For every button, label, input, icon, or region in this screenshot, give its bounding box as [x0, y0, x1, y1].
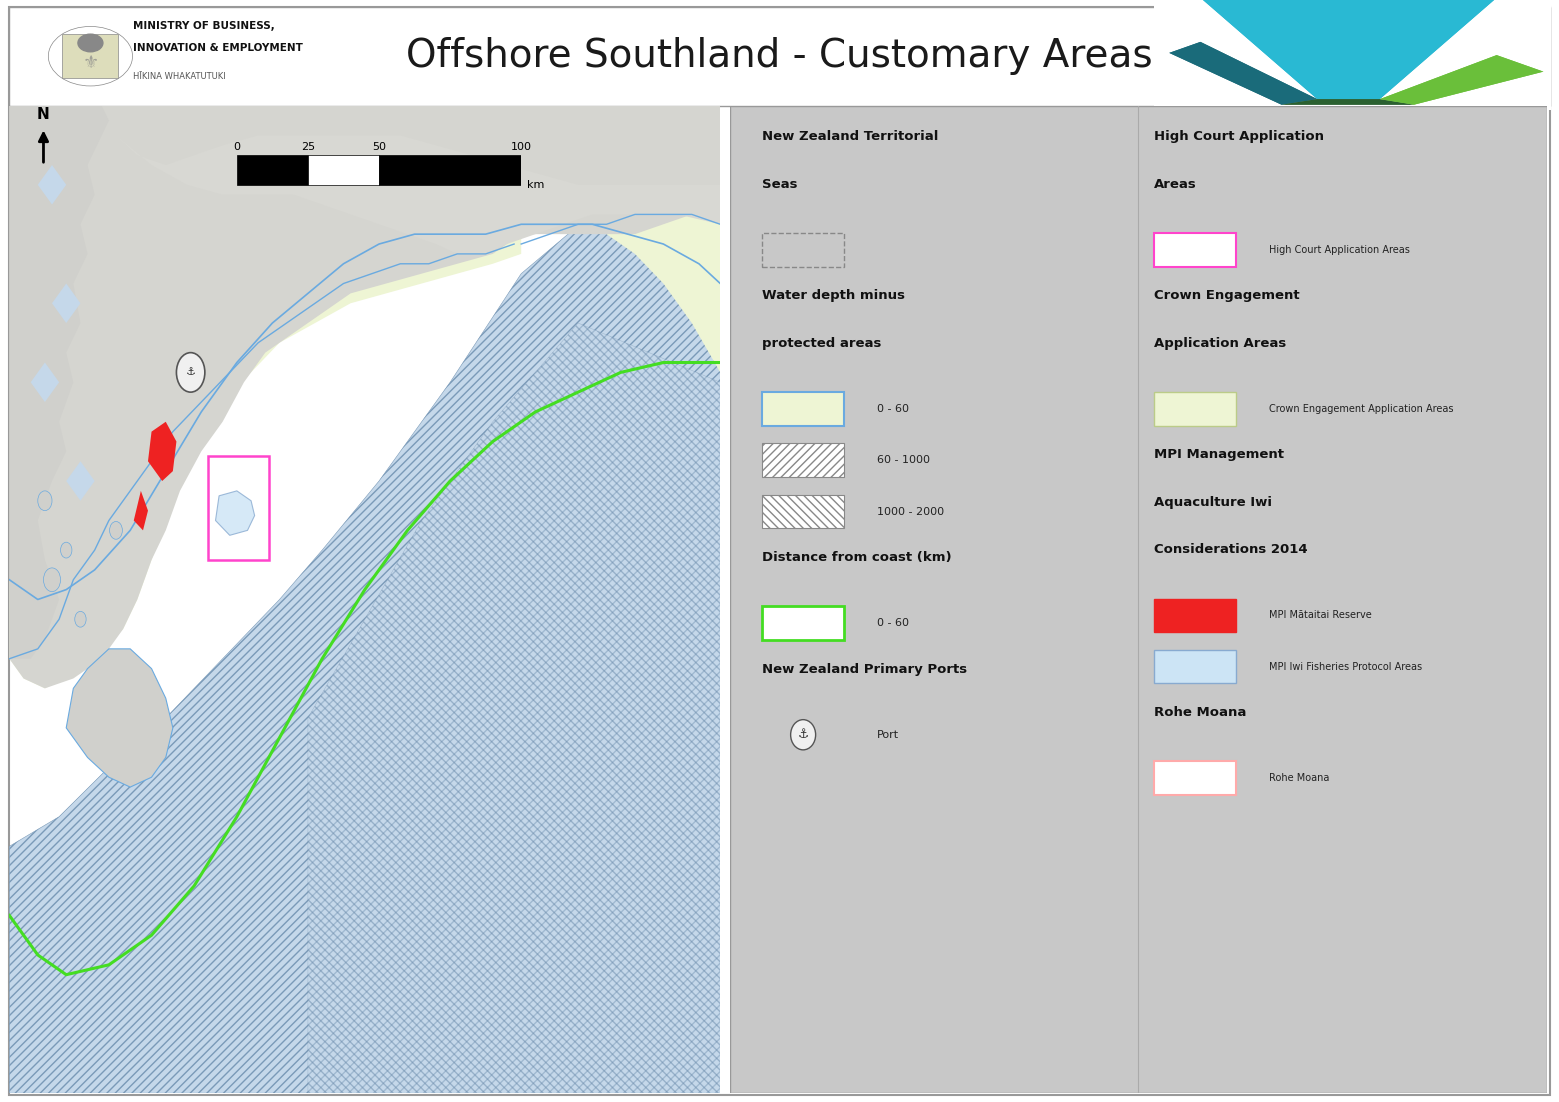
Text: 25: 25 — [301, 142, 315, 152]
Bar — [1154, 234, 1236, 267]
Text: High Court Application: High Court Application — [1154, 130, 1325, 143]
Text: MPI Mātaitai Reserve: MPI Mātaitai Reserve — [1269, 611, 1372, 620]
Circle shape — [75, 612, 86, 627]
Text: ⚓: ⚓ — [186, 367, 195, 377]
Bar — [237, 155, 309, 185]
Polygon shape — [1380, 55, 1543, 105]
Text: MINISTRY OF BUSINESS,: MINISTRY OF BUSINESS, — [133, 21, 274, 32]
Bar — [762, 234, 843, 267]
Bar — [62, 34, 118, 78]
Text: Rohe Moana: Rohe Moana — [1154, 706, 1247, 720]
Polygon shape — [9, 106, 720, 689]
Bar — [1154, 650, 1236, 683]
Text: ⚓: ⚓ — [798, 728, 809, 742]
Text: Distance from coast (km): Distance from coast (km) — [762, 551, 953, 564]
Circle shape — [176, 353, 204, 392]
Bar — [762, 392, 843, 425]
Circle shape — [790, 720, 815, 749]
Bar — [209, 456, 268, 560]
Polygon shape — [65, 462, 95, 500]
Polygon shape — [65, 649, 173, 787]
Circle shape — [37, 490, 51, 510]
Text: MPI Iwi Fisheries Protocol Areas: MPI Iwi Fisheries Protocol Areas — [1269, 661, 1422, 671]
Text: Considerations 2014: Considerations 2014 — [1154, 543, 1308, 557]
Polygon shape — [9, 106, 720, 1093]
Text: Aquaculture Iwi: Aquaculture Iwi — [1154, 496, 1272, 509]
Text: N: N — [37, 107, 50, 121]
Text: 0 - 60: 0 - 60 — [876, 618, 909, 628]
Text: New Zealand Primary Ports: New Zealand Primary Ports — [762, 662, 968, 676]
Bar — [379, 155, 521, 185]
Bar — [9, 7, 1550, 106]
Text: Areas: Areas — [1154, 177, 1197, 191]
Text: ⚜: ⚜ — [83, 54, 98, 72]
Text: 0: 0 — [234, 142, 240, 152]
Text: Rohe Moana: Rohe Moana — [1269, 774, 1330, 784]
Polygon shape — [1169, 42, 1317, 105]
Text: INNOVATION & EMPLOYMENT: INNOVATION & EMPLOYMENT — [133, 43, 302, 53]
Text: 0 - 60: 0 - 60 — [876, 404, 909, 414]
Text: 50: 50 — [373, 142, 387, 152]
Polygon shape — [9, 106, 720, 689]
Polygon shape — [309, 323, 720, 1093]
Text: protected areas: protected areas — [762, 337, 882, 349]
Polygon shape — [134, 490, 148, 530]
Bar — [762, 495, 843, 528]
Polygon shape — [31, 363, 59, 402]
Bar — [1154, 0, 1551, 110]
Text: Crown Engagement Application Areas: Crown Engagement Application Areas — [1269, 404, 1453, 414]
Polygon shape — [1169, 42, 1317, 105]
Text: km: km — [527, 180, 544, 190]
Circle shape — [78, 34, 103, 52]
Bar — [762, 443, 843, 477]
Polygon shape — [215, 490, 254, 536]
Bar — [1154, 761, 1236, 795]
Text: Port: Port — [876, 730, 900, 739]
Polygon shape — [1200, 0, 1497, 99]
Text: Application Areas: Application Areas — [1154, 337, 1286, 349]
Polygon shape — [101, 106, 720, 185]
Text: HĪKINA WHAKATUTUKI: HĪKINA WHAKATUTUKI — [133, 72, 224, 80]
Bar — [1154, 598, 1236, 633]
Text: New Zealand Territorial: New Zealand Territorial — [762, 130, 939, 143]
Text: Seas: Seas — [762, 177, 798, 191]
Polygon shape — [37, 165, 65, 205]
Polygon shape — [1200, 0, 1497, 99]
Polygon shape — [115, 106, 720, 253]
Text: 100: 100 — [511, 142, 532, 152]
Bar — [762, 606, 843, 640]
Text: Offshore Southland - Customary Areas: Offshore Southland - Customary Areas — [407, 37, 1152, 75]
Polygon shape — [1281, 99, 1414, 105]
Bar — [1154, 392, 1236, 425]
Polygon shape — [148, 422, 176, 480]
Text: Crown Engagement: Crown Engagement — [1154, 290, 1300, 302]
Text: MPI Management: MPI Management — [1154, 449, 1285, 462]
Circle shape — [44, 568, 61, 592]
Text: 1000 - 2000: 1000 - 2000 — [876, 507, 943, 517]
Circle shape — [61, 542, 72, 558]
Polygon shape — [9, 106, 115, 659]
Polygon shape — [1380, 55, 1543, 105]
Polygon shape — [51, 283, 81, 323]
Bar — [309, 155, 379, 185]
Text: 60 - 1000: 60 - 1000 — [876, 455, 929, 465]
Polygon shape — [1281, 99, 1414, 105]
Text: Water depth minus: Water depth minus — [762, 290, 906, 302]
Circle shape — [109, 521, 123, 539]
Text: High Court Application Areas: High Court Application Areas — [1269, 245, 1409, 255]
